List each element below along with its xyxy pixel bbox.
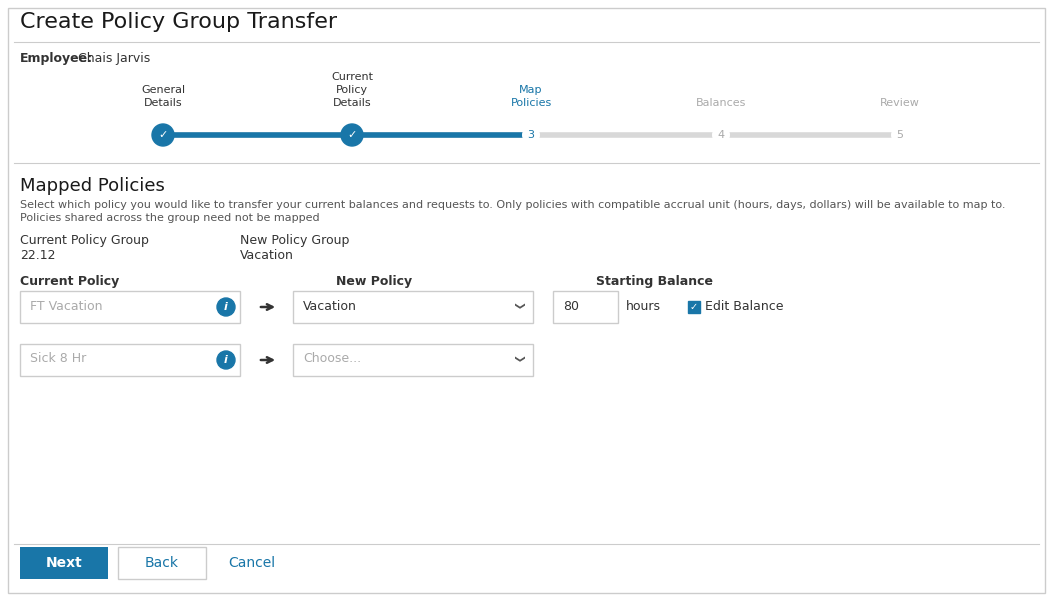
Text: Cancel: Cancel	[229, 556, 275, 570]
Text: Balances: Balances	[696, 98, 747, 108]
Text: Create Policy Group Transfer: Create Policy Group Transfer	[20, 12, 337, 32]
Text: 3: 3	[528, 130, 535, 140]
Text: Back: Back	[145, 556, 179, 570]
Text: New Policy: New Policy	[336, 275, 412, 288]
Circle shape	[891, 126, 909, 144]
Text: Vacation: Vacation	[240, 249, 294, 262]
FancyBboxPatch shape	[20, 547, 108, 579]
Text: Policies shared across the group need not be mapped: Policies shared across the group need no…	[20, 213, 320, 223]
Text: ✓: ✓	[347, 130, 357, 140]
Text: Policies: Policies	[511, 98, 552, 108]
FancyBboxPatch shape	[118, 547, 206, 579]
Circle shape	[217, 298, 235, 316]
Text: Details: Details	[333, 98, 372, 108]
Text: i: i	[224, 355, 227, 365]
Text: 22.12: 22.12	[20, 249, 56, 262]
Circle shape	[217, 351, 235, 369]
Text: 5: 5	[896, 130, 903, 140]
Text: Review: Review	[880, 98, 920, 108]
Text: Choose...: Choose...	[303, 353, 361, 365]
FancyBboxPatch shape	[553, 291, 618, 323]
Text: General: General	[141, 85, 185, 95]
Text: FT Vacation: FT Vacation	[29, 299, 102, 313]
Text: Current Policy: Current Policy	[20, 275, 119, 288]
Text: Sick 8 Hr: Sick 8 Hr	[29, 353, 86, 365]
Text: hours: hours	[625, 299, 661, 313]
Text: Policy: Policy	[336, 85, 369, 95]
FancyBboxPatch shape	[20, 291, 240, 323]
Circle shape	[712, 126, 730, 144]
Text: ❯: ❯	[513, 355, 523, 363]
Text: Chais Jarvis: Chais Jarvis	[78, 52, 151, 65]
Text: Employee:: Employee:	[20, 52, 93, 65]
Text: ❯: ❯	[513, 302, 523, 310]
Text: Details: Details	[143, 98, 182, 108]
Circle shape	[152, 124, 174, 146]
Text: Mapped Policies: Mapped Policies	[20, 177, 165, 195]
Circle shape	[341, 124, 363, 146]
Circle shape	[522, 126, 540, 144]
Text: Select which policy you would like to transfer your current balances and request: Select which policy you would like to tr…	[20, 200, 1006, 210]
Text: Edit Balance: Edit Balance	[706, 299, 783, 313]
Text: Next: Next	[45, 556, 82, 570]
Text: ✓: ✓	[690, 302, 698, 312]
FancyBboxPatch shape	[20, 344, 240, 376]
FancyBboxPatch shape	[688, 301, 700, 313]
Text: Map: Map	[519, 85, 542, 95]
Text: New Policy Group: New Policy Group	[240, 234, 350, 247]
FancyBboxPatch shape	[293, 344, 533, 376]
Text: ✓: ✓	[158, 130, 167, 140]
Text: 4: 4	[717, 130, 724, 140]
Text: i: i	[224, 302, 227, 312]
Text: Current Policy Group: Current Policy Group	[20, 234, 148, 247]
Text: Current: Current	[331, 72, 373, 82]
FancyBboxPatch shape	[8, 8, 1045, 593]
Text: 80: 80	[563, 299, 579, 313]
Text: Vacation: Vacation	[303, 299, 357, 313]
Text: Starting Balance: Starting Balance	[596, 275, 713, 288]
FancyBboxPatch shape	[293, 291, 533, 323]
